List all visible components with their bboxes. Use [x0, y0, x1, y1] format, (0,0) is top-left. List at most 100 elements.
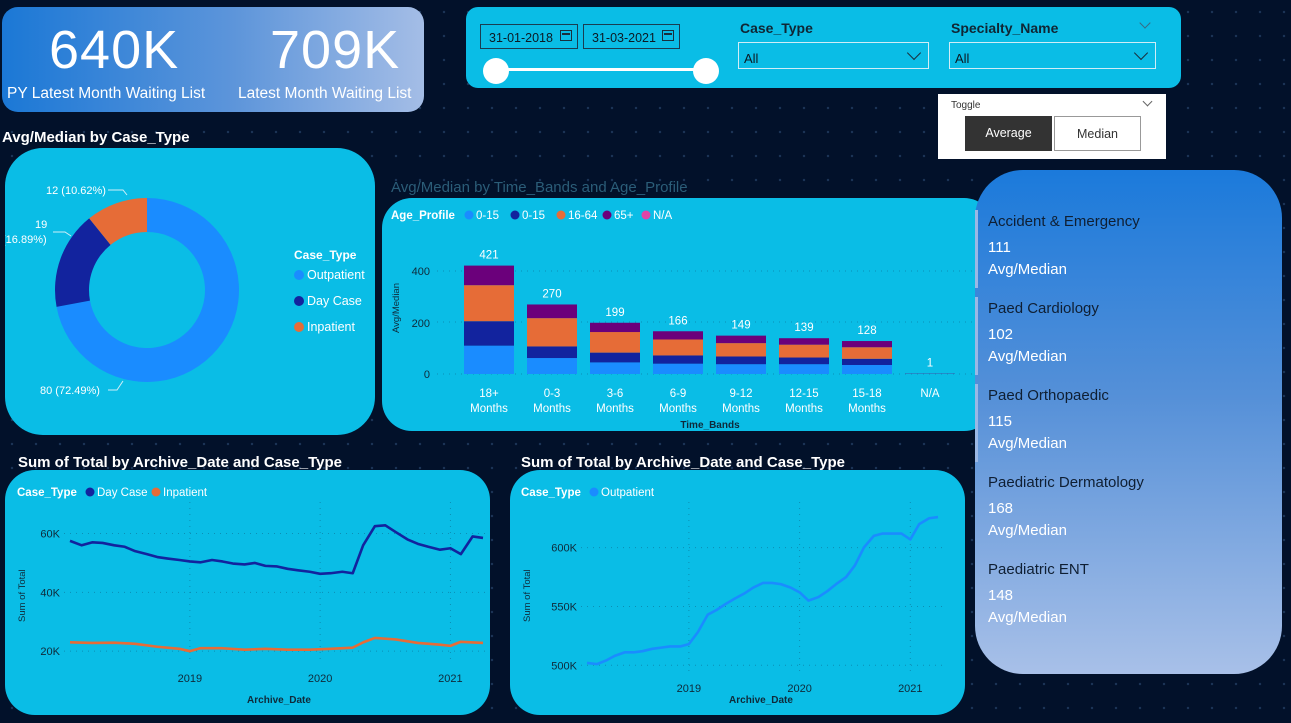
bar-segment-0-15-a[interactable]	[527, 358, 577, 374]
x-tick-label: 2020	[787, 683, 811, 695]
series-line-outpatient[interactable]	[586, 515, 939, 666]
chevron-down-icon[interactable]	[1139, 17, 1151, 29]
legend-swatch-day-case	[294, 296, 304, 306]
y-tick-label: 550K	[551, 601, 577, 613]
bar-segment-0-15-b[interactable]	[590, 352, 640, 363]
bar-segment-16-64[interactable]	[527, 318, 577, 347]
bar-y-axis-label: Avg/Median	[391, 283, 402, 333]
end-date-input[interactable]: 31-03-2021	[583, 24, 680, 49]
legend-swatch-age-16-64	[556, 210, 566, 220]
date-slider-end-handle[interactable]	[693, 58, 719, 84]
bar-category-label: 12-15	[789, 388, 818, 400]
bar-segment-0-15-a[interactable]	[653, 363, 703, 374]
specialty-select[interactable]: All	[949, 42, 1156, 69]
donut-legend-title: Case_Type	[294, 248, 357, 262]
bar-segment-65[interactable]	[653, 331, 703, 340]
bar-segment-0-15-a[interactable]	[716, 364, 766, 374]
case-type-filter-title: Case_Type	[740, 20, 813, 36]
median-button[interactable]: Median	[1054, 116, 1141, 151]
bar-segment-16-64[interactable]	[842, 347, 892, 359]
series-line-day-case[interactable]	[69, 523, 484, 576]
specialty-name: Accident & Emergency	[988, 213, 1140, 230]
specialty-name: Paediatric ENT	[988, 561, 1089, 578]
legend-swatch-inpatient	[151, 487, 161, 497]
chevron-down-icon[interactable]	[1133, 45, 1149, 61]
legend-swatch-age-65	[602, 210, 612, 220]
bar-segment-65[interactable]	[842, 341, 892, 348]
specialty-sub-label: Avg/Median	[988, 348, 1067, 365]
start-date-text: 31-01-2018	[489, 31, 553, 45]
specialty-value: All	[955, 51, 970, 66]
date-slider-start-handle[interactable]	[483, 58, 509, 84]
bar-segment-16-64[interactable]	[653, 339, 703, 356]
bar-card: Age_Profile 0-15 0-15 16-64 65+ N/A Avg/…	[382, 198, 994, 431]
bar-total-label: 199	[605, 307, 624, 319]
bar-segment-0-15-b[interactable]	[653, 355, 703, 364]
end-date-text: 31-03-2021	[592, 31, 656, 45]
bar-segment-65[interactable]	[464, 265, 514, 286]
bar-segment-16-64[interactable]	[779, 344, 829, 358]
bar-segment-0-15-b[interactable]	[842, 358, 892, 365]
bar-segment-0-15-b[interactable]	[527, 346, 577, 359]
chevron-down-icon[interactable]	[906, 45, 922, 61]
bar-segment-16-64[interactable]	[716, 343, 766, 357]
specialty-name: Paediatric Dermatology	[988, 474, 1144, 491]
date-slider-track[interactable]	[496, 68, 706, 71]
line2-card: Case_Type Outpatient Sum of Total Archiv…	[510, 470, 965, 715]
x-tick-label: 2021	[898, 683, 922, 695]
day-case-value-label: 19	[35, 219, 47, 231]
specialty-scroll-marker	[975, 384, 978, 462]
specialty-value: 115	[988, 413, 1012, 430]
legend-swatch-outpatient	[589, 487, 599, 497]
bar-segment-65[interactable]	[527, 304, 577, 319]
calendar-icon[interactable]	[662, 30, 674, 41]
specialty-sub-label: Avg/Median	[988, 522, 1067, 539]
bar-segment-0-15-a[interactable]	[590, 362, 640, 374]
case-type-select[interactable]: All	[738, 42, 929, 69]
specialty-scroll-marker	[975, 297, 978, 375]
bar-category-label: Months	[659, 403, 697, 415]
legend-age-na: N/A	[653, 210, 673, 222]
calendar-icon[interactable]	[560, 30, 572, 41]
series-line-inpatient[interactable]	[69, 636, 484, 653]
bar-segment-65[interactable]	[590, 322, 640, 333]
toggle-title: Toggle	[951, 100, 981, 111]
bar-segment-0-15-a[interactable]	[842, 364, 892, 374]
bar-segment-0-15-b[interactable]	[716, 356, 766, 365]
donut-slice-day-case[interactable]	[55, 218, 111, 307]
legend-age-65: 65+	[614, 210, 634, 222]
bar-total-label: 128	[857, 325, 876, 337]
line2-title: Sum of Total by Archive_Date and Case_Ty…	[521, 454, 845, 471]
bar-category-label: 0-3	[544, 388, 561, 400]
bar-segment-65[interactable]	[779, 338, 829, 345]
average-button[interactable]: Average	[965, 116, 1052, 151]
legend-inpatient: Inpatient	[163, 487, 208, 499]
y-tick-label: 60K	[40, 529, 60, 541]
specialty-value: 168	[988, 500, 1014, 517]
legend-day-case: Day Case	[307, 294, 362, 308]
bar-segment-16-64[interactable]	[590, 332, 640, 353]
donut-slice-inpatient[interactable]	[89, 198, 147, 245]
kpi-card: 640K PY Latest Month Waiting List 709K L…	[2, 7, 424, 112]
line1-card: Case_Type Day Case Inpatient Sum of Tota…	[5, 470, 491, 715]
bar-total-label: 270	[542, 288, 561, 300]
py-latest-label: PY Latest Month Waiting List	[7, 85, 206, 102]
specialty-filter-title: Specialty_Name	[951, 20, 1059, 36]
bar-segment-0-15-b[interactable]	[464, 321, 514, 346]
legend-swatch-day-case	[85, 487, 95, 497]
donut-card: 12 (10.62%) 19 (16.89%) 80 (72.49%) Case…	[2, 148, 375, 435]
specialty-value: 111	[988, 239, 1011, 256]
bar-y-tick: 400	[412, 266, 430, 278]
start-date-input[interactable]: 31-01-2018	[480, 24, 578, 49]
outpatient-data-label: 80 (72.49%)	[40, 385, 100, 397]
bar-segment-0-15-b[interactable]	[779, 357, 829, 365]
bar-segment-65[interactable]	[716, 335, 766, 344]
bar-segment-0-15-a[interactable]	[779, 364, 829, 374]
chevron-down-icon[interactable]	[1142, 96, 1153, 107]
leader-line	[108, 380, 124, 391]
bar-category-label: 9-12	[729, 388, 752, 400]
donut-slice-outpatient[interactable]	[56, 198, 240, 382]
bar-category-label: Months	[470, 403, 508, 415]
bar-segment-0-15-a[interactable]	[464, 345, 514, 374]
bar-segment-16-64[interactable]	[464, 285, 514, 322]
